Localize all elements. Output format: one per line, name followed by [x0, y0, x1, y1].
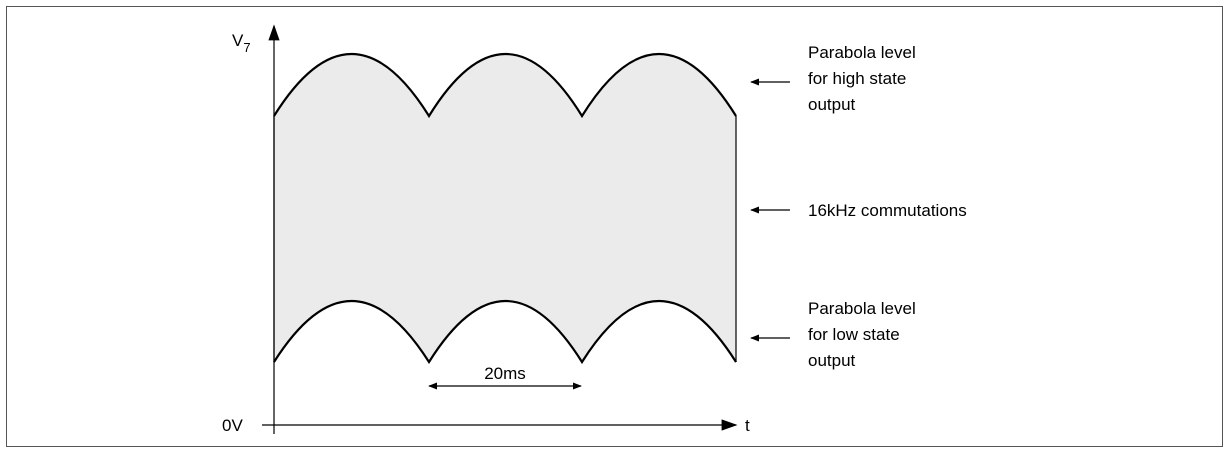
period-label: 20ms [484, 364, 526, 383]
high-state-parabola-curve [273, 52, 737, 119]
low-state-annotation: Parabola level for low state output [808, 299, 920, 370]
low-state-annotation-line: for low state [808, 325, 900, 344]
origin-label: 0V [222, 416, 243, 435]
low-state-parabola-curve [273, 299, 737, 365]
y-axis-label: V7 [232, 31, 251, 55]
high-state-annotation-line: for high state [808, 69, 906, 88]
high-state-annotation-line: Parabola level [808, 43, 916, 62]
low-state-annotation-line: output [808, 351, 856, 370]
high-state-annotation-line: output [808, 95, 856, 114]
commutation-shaded-area [274, 54, 736, 362]
y-axis-label-subscript: 7 [243, 40, 250, 55]
x-axis-label: t [745, 416, 750, 435]
high-state-annotation: Parabola level for high state output [808, 43, 920, 114]
low-state-annotation-line: Parabola level [808, 299, 916, 318]
figure-frame [6, 6, 1223, 447]
commutations-annotation: 16kHz commutations [808, 201, 967, 220]
